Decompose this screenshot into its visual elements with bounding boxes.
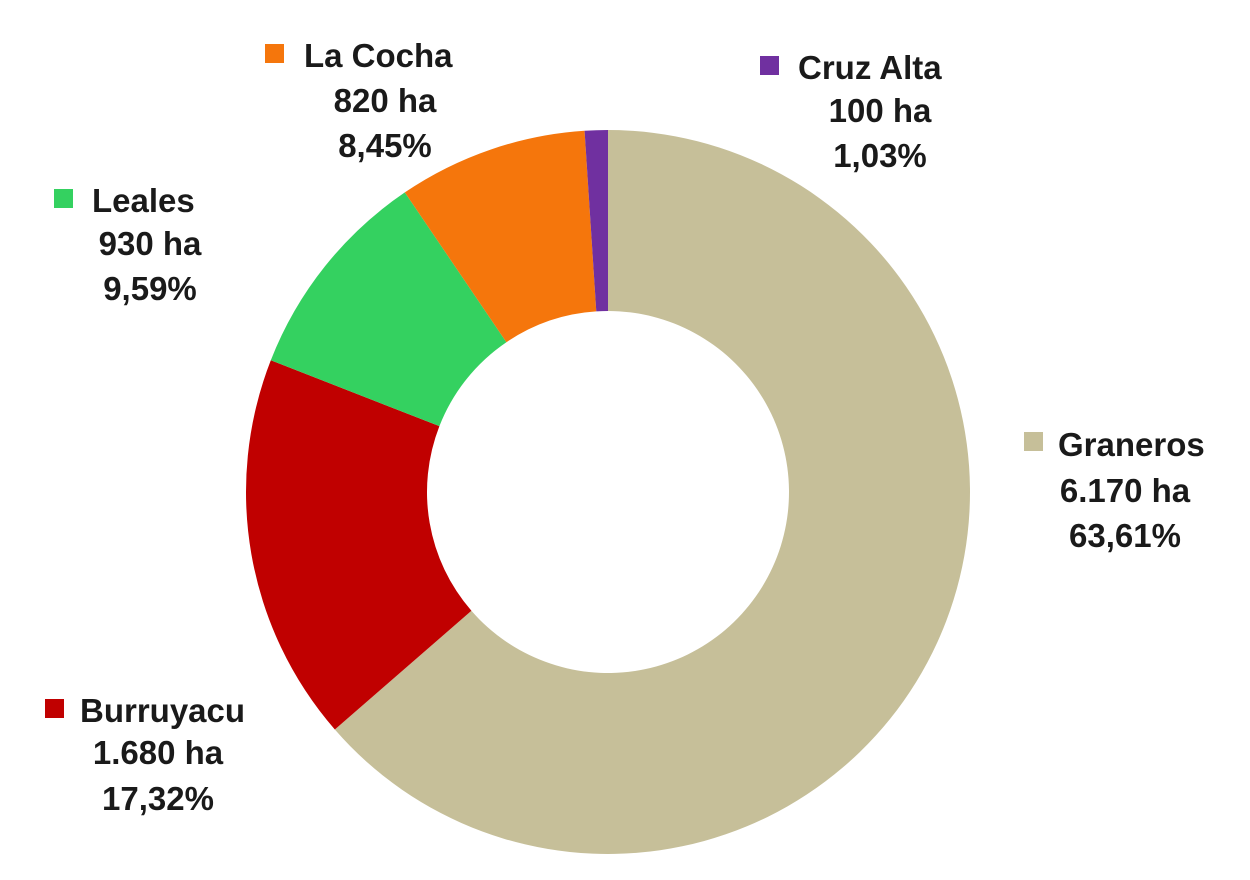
slice-value-burruyacu: 1.680 ha bbox=[93, 734, 224, 771]
slice-name-leales: Leales bbox=[92, 182, 195, 219]
slice-leales bbox=[270, 192, 507, 427]
slice-burruyacu bbox=[246, 360, 472, 730]
label-leales: Leales 930 ha 9,59% bbox=[54, 182, 202, 307]
slice-name-burruyacu: Burruyacu bbox=[80, 692, 245, 729]
label-cruz-alta: Cruz Alta 100 ha 1,03% bbox=[760, 49, 942, 174]
slice-value-cruz-alta: 100 ha bbox=[829, 92, 932, 129]
slice-percent-la-cocha: 8,45% bbox=[338, 127, 432, 164]
slice-percent-graneros: 63,61% bbox=[1069, 517, 1181, 554]
slice-value-leales: 930 ha bbox=[99, 225, 202, 262]
slice-percent-leales: 9,59% bbox=[103, 270, 197, 307]
legend-swatch-la-cocha bbox=[265, 44, 284, 63]
label-burruyacu: Burruyacu 1.680 ha 17,32% bbox=[45, 692, 245, 817]
slice-graneros bbox=[334, 130, 970, 854]
legend-swatch-graneros bbox=[1024, 432, 1043, 451]
slice-la-cocha bbox=[404, 130, 597, 343]
legend-swatch-cruz-alta bbox=[760, 56, 779, 75]
label-la-cocha: La Cocha 820 ha 8,45% bbox=[265, 37, 453, 164]
slice-name-la-cocha: La Cocha bbox=[304, 37, 453, 74]
slice-cruz-alta bbox=[584, 130, 608, 312]
legend-swatch-burruyacu bbox=[45, 699, 64, 718]
label-graneros: Graneros 6.170 ha 63,61% bbox=[1024, 426, 1205, 554]
slice-value-la-cocha: 820 ha bbox=[334, 82, 437, 119]
slice-name-graneros: Graneros bbox=[1058, 426, 1205, 463]
slice-percent-burruyacu: 17,32% bbox=[102, 780, 214, 817]
slice-name-cruz-alta: Cruz Alta bbox=[798, 49, 942, 86]
slice-percent-cruz-alta: 1,03% bbox=[833, 137, 927, 174]
donut-slices bbox=[246, 130, 970, 854]
legend-swatch-leales bbox=[54, 189, 73, 208]
slice-value-graneros: 6.170 ha bbox=[1060, 472, 1191, 509]
